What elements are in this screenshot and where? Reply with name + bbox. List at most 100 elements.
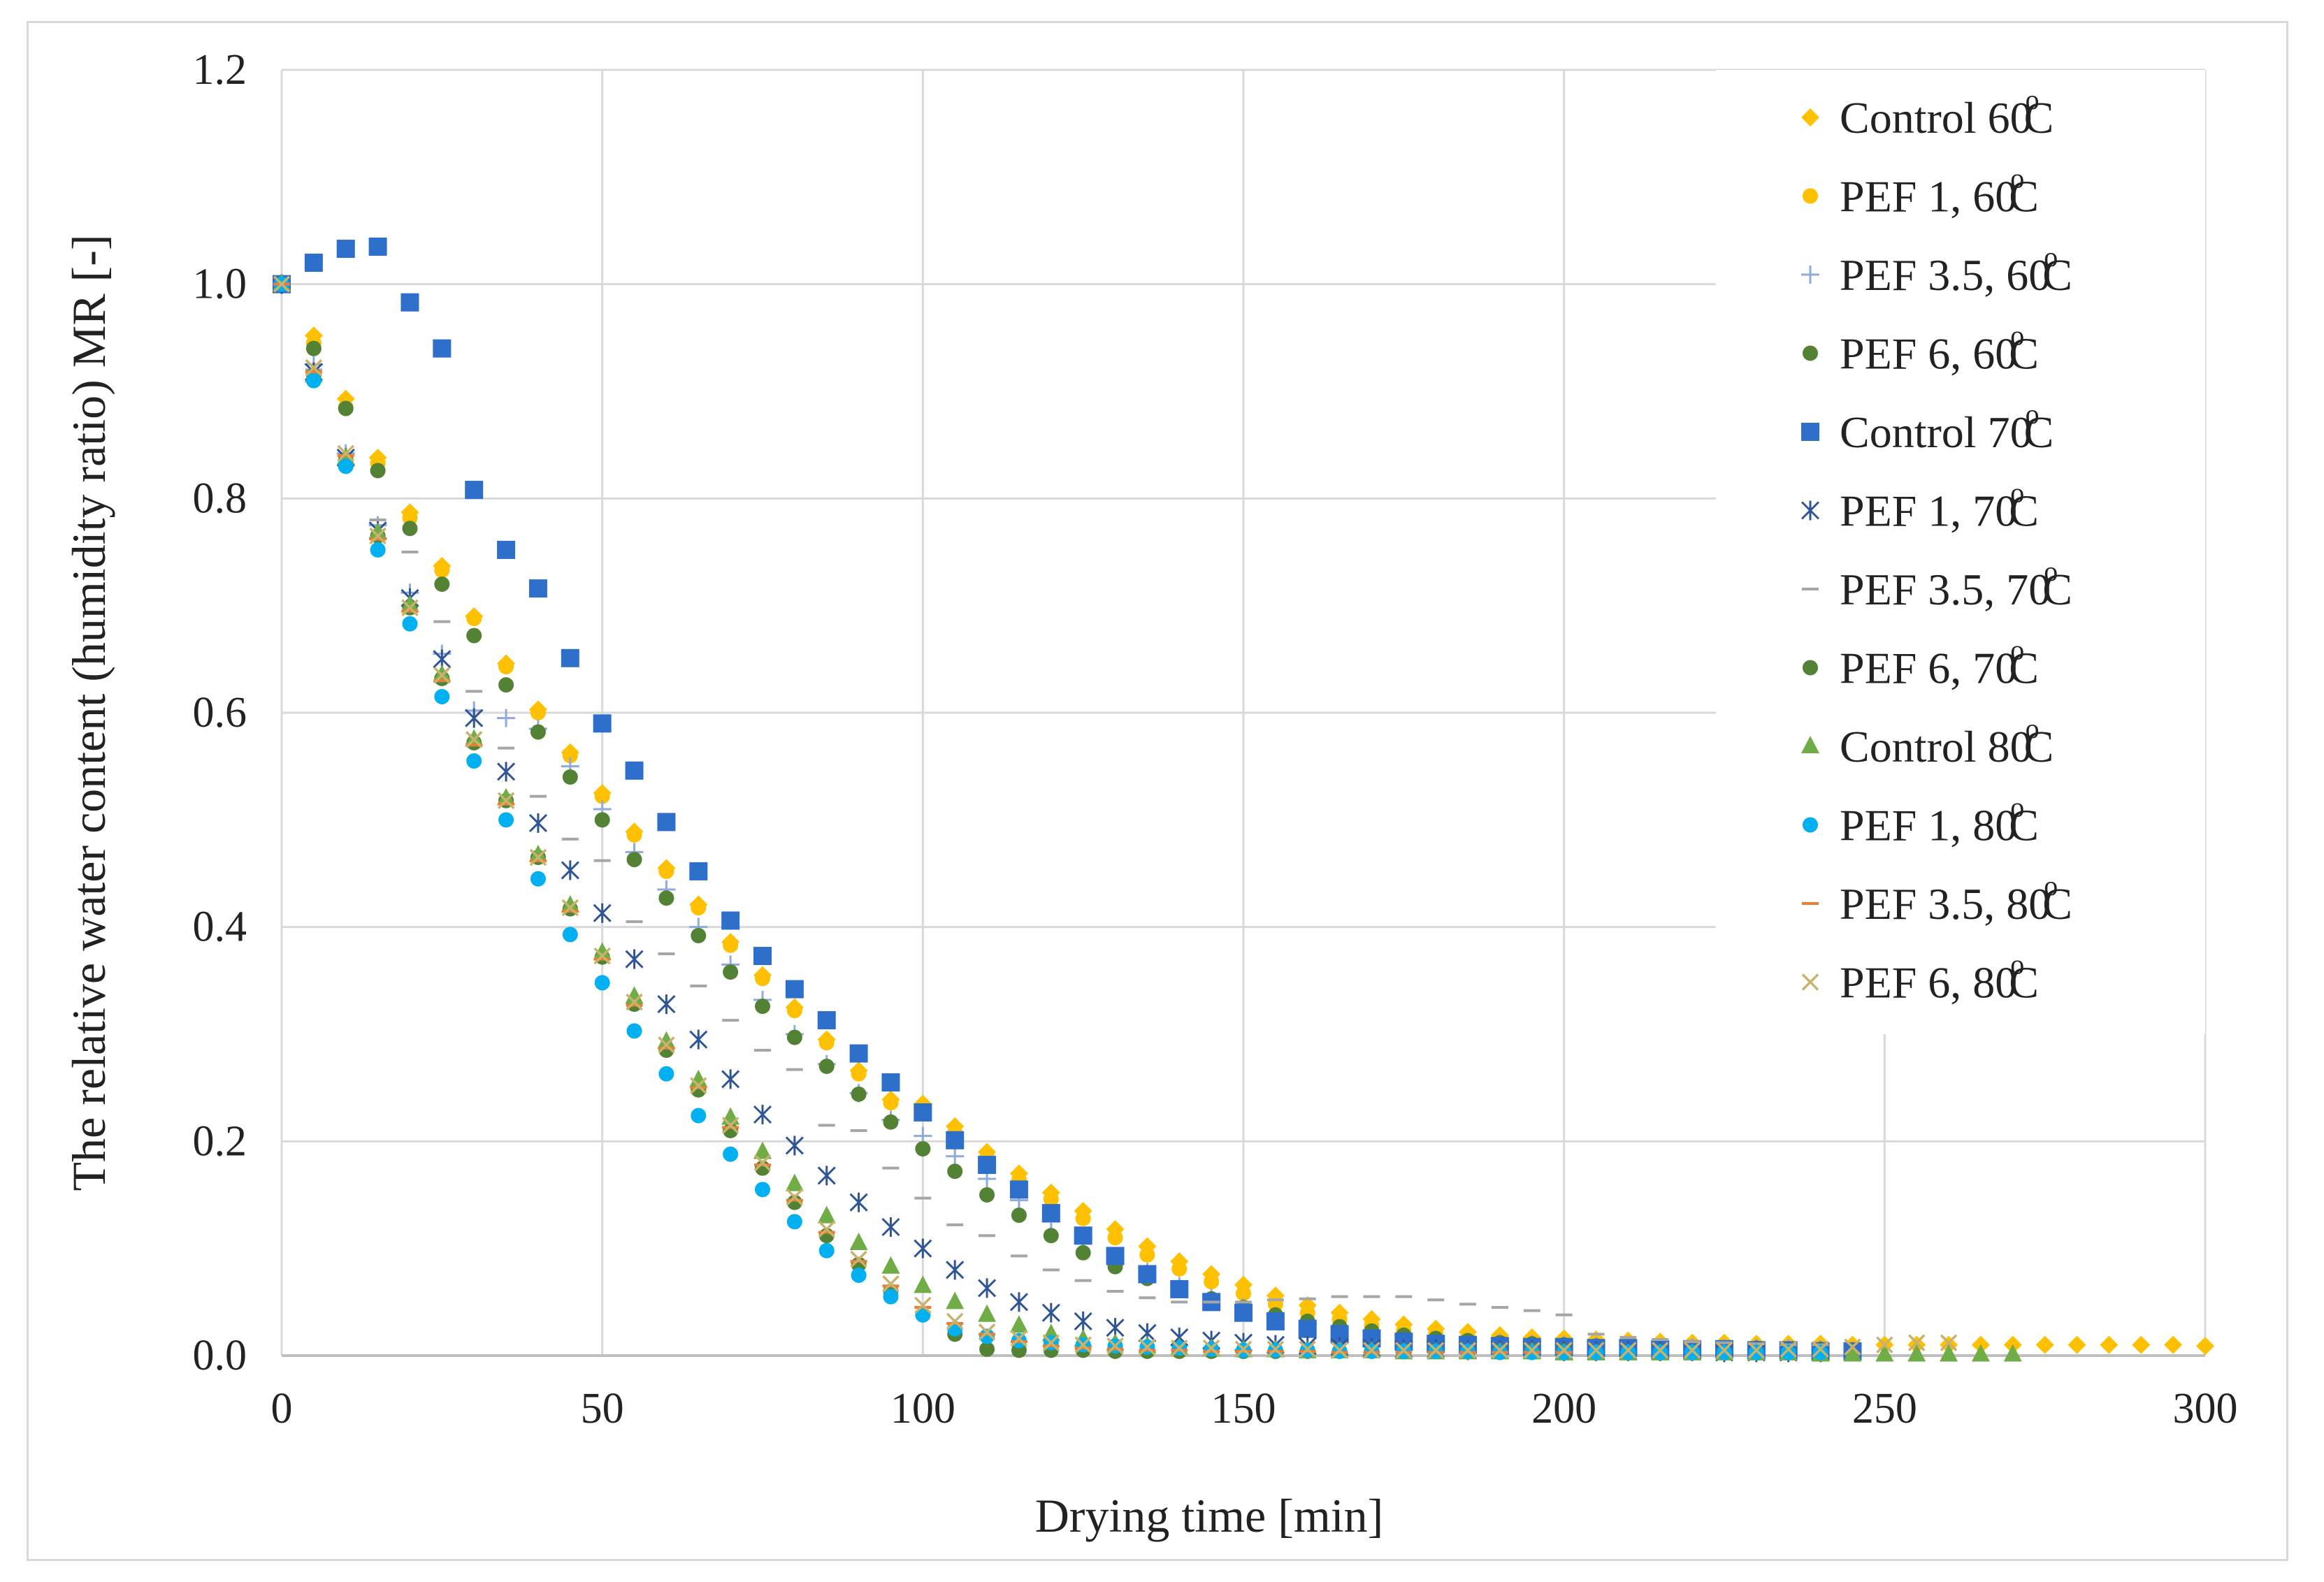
data-point: [721, 1117, 739, 1134]
legend-marker: [1803, 817, 1818, 833]
legend-marker: [1801, 266, 1819, 284]
data-point: [723, 1146, 739, 1162]
data-point: [336, 240, 355, 259]
data-point: [851, 1268, 867, 1283]
data-point: [1139, 1247, 1155, 1263]
data-point: [914, 1238, 932, 1258]
legend-marker: [1801, 423, 1819, 441]
data-point: [562, 748, 578, 764]
data-point: [658, 890, 674, 906]
legend-label: PEF 6, 60oC: [1840, 320, 2039, 379]
data-point: [658, 1036, 675, 1054]
data-point: [2067, 1335, 2086, 1354]
data-point: [402, 616, 418, 632]
data-point: [978, 1304, 997, 1322]
data-point: [561, 860, 579, 880]
data-point: [433, 665, 452, 683]
legend-item: PEF 6, 70oC: [1803, 634, 2039, 693]
x-tick-label: 200: [1531, 1385, 1596, 1432]
data-point: [402, 509, 418, 525]
data-point: [1041, 1302, 1060, 1323]
data-point: [498, 812, 514, 828]
data-point: [626, 1023, 642, 1039]
data-point: [1620, 1344, 1636, 1360]
data-point: [400, 293, 419, 312]
data-point: [689, 862, 708, 880]
data-point: [1075, 1244, 1091, 1261]
data-point: [849, 1233, 868, 1250]
data-point: [755, 1182, 770, 1198]
data-point: [497, 762, 516, 782]
data-point: [1234, 1303, 1253, 1322]
data-point: [1042, 1334, 1060, 1351]
legend-item: PEF 6, 80oC: [1801, 949, 2039, 1008]
data-point: [466, 753, 482, 769]
data-point: [721, 1069, 740, 1089]
legend-label: PEF 3.5, 80oC: [1840, 870, 2072, 929]
x-tick-label: 50: [581, 1385, 624, 1432]
data-point: [338, 458, 354, 474]
data-point: [530, 705, 546, 720]
data-point: [1587, 1342, 1605, 1359]
data-point: [851, 1086, 867, 1102]
data-point: [1009, 1292, 1028, 1312]
y-tick-label: 0.6: [193, 689, 247, 736]
y-tick-label: 0.0: [193, 1332, 247, 1379]
data-point: [305, 340, 322, 356]
data-point: [1009, 1315, 1028, 1333]
legend-degree-mark: o: [2010, 163, 2024, 194]
data-point: [690, 1077, 707, 1094]
data-point: [304, 254, 323, 272]
data-point: [1106, 1247, 1125, 1265]
data-point: [1074, 1311, 1092, 1331]
data-point: [1907, 1334, 1926, 1351]
data-point: [946, 1291, 965, 1309]
data-point: [370, 542, 386, 558]
data-point: [1266, 1340, 1285, 1358]
legend-background: [1716, 70, 2205, 1034]
data-point: [2196, 1337, 2214, 1356]
data-point: [466, 611, 482, 627]
data-point: [1299, 1340, 1316, 1358]
data-point: [818, 1035, 835, 1051]
data-point: [1876, 1336, 1893, 1354]
legend-label: PEF 1, 60oC: [1840, 163, 2039, 222]
y-axis-title: The relative water content (humidity rat…: [62, 235, 115, 1191]
data-point: [400, 595, 419, 613]
data-point: [1011, 1207, 1027, 1224]
data-point: [753, 947, 772, 966]
data-point: [2132, 1335, 2151, 1354]
data-point: [1138, 1265, 1157, 1284]
data-point: [1683, 1342, 1701, 1359]
data-point: [851, 1066, 867, 1082]
legend-degree-mark: o: [2044, 870, 2058, 901]
chart-plot-area: [272, 238, 2214, 1363]
data-point: [1875, 1344, 1894, 1362]
data-point: [978, 1156, 997, 1175]
data-point: [1363, 1342, 1380, 1359]
data-point: [1075, 1210, 1091, 1226]
x-tick-label: 150: [1211, 1385, 1276, 1432]
data-point: [723, 937, 739, 953]
data-point: [1619, 1342, 1637, 1359]
legend-label: PEF 6, 80oC: [1840, 949, 2039, 1008]
data-point: [753, 1105, 772, 1124]
data-point: [1331, 1342, 1348, 1359]
legend-item: PEF 1, 70oC: [1800, 477, 2039, 536]
data-point: [1074, 1226, 1092, 1245]
data-point: [433, 339, 452, 358]
data-point: [370, 463, 386, 479]
data-point: [978, 1323, 996, 1341]
data-point: [625, 949, 644, 969]
legend-label: Control 60oC: [1840, 84, 2054, 143]
data-point: [1844, 1338, 1861, 1356]
data-point: [914, 1103, 932, 1122]
data-point: [1236, 1286, 1251, 1302]
data-point: [561, 895, 579, 913]
data-point: [1043, 1191, 1059, 1207]
data-point: [1459, 1342, 1477, 1359]
data-point: [561, 899, 579, 917]
data-point: [401, 599, 419, 616]
data-point: [1907, 1344, 1926, 1362]
